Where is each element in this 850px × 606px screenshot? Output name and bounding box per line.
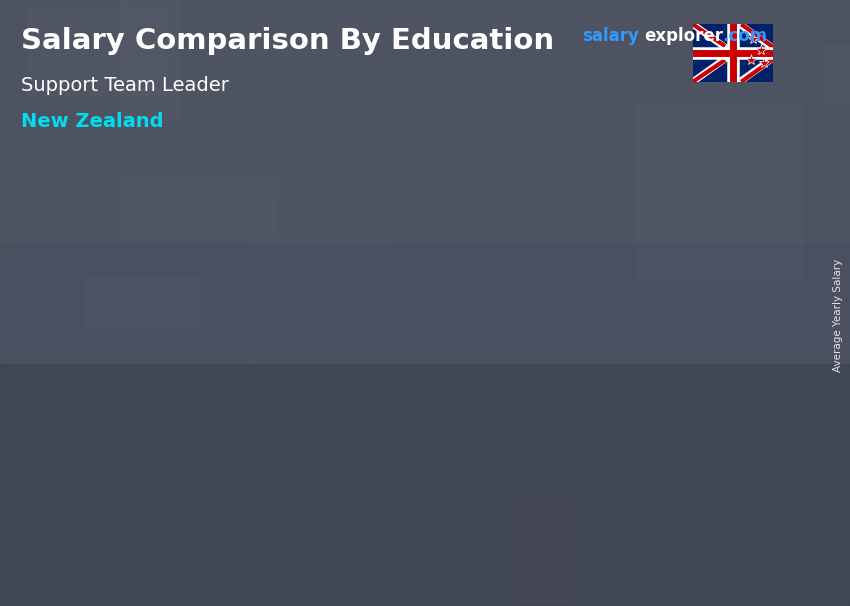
Bar: [824, 44, 850, 102]
Text: explorer: explorer: [644, 27, 723, 45]
Bar: [120, 0, 178, 120]
Bar: [754, 181, 822, 320]
Text: salary: salary: [582, 27, 639, 45]
Bar: [520, 492, 567, 602]
Text: Bachelor's
Degree: Bachelor's Degree: [396, 565, 472, 598]
Text: .com: .com: [722, 27, 768, 45]
Text: 131,000 NZD: 131,000 NZD: [620, 211, 731, 226]
Bar: [85, 276, 198, 328]
Polygon shape: [260, 414, 277, 539]
Text: Certificate or
Diploma: Certificate or Diploma: [175, 565, 271, 598]
Text: +57%: +57%: [281, 289, 376, 317]
Text: Master's
Degree: Master's Degree: [615, 565, 676, 598]
Bar: [249, 459, 334, 598]
Text: Support Team Leader: Support Team Leader: [21, 76, 230, 95]
Text: Salary Comparison By Education: Salary Comparison By Education: [21, 27, 554, 55]
Bar: [81, 250, 266, 381]
Bar: [26, 5, 165, 96]
Bar: [201, 313, 252, 451]
Text: New Zealand: New Zealand: [21, 112, 164, 131]
Bar: [92, 509, 269, 587]
Bar: [836, 190, 850, 323]
Bar: [220, 95, 329, 204]
Polygon shape: [383, 349, 488, 361]
Bar: [635, 102, 802, 279]
Bar: [807, 0, 850, 21]
Polygon shape: [683, 227, 700, 539]
Polygon shape: [383, 361, 471, 539]
Bar: [205, 35, 377, 192]
Bar: [248, 235, 388, 384]
Bar: [319, 0, 517, 30]
Polygon shape: [594, 238, 683, 539]
Polygon shape: [471, 349, 488, 539]
Text: 77,900 NZD: 77,900 NZD: [369, 335, 469, 350]
Text: Average Yearly Salary: Average Yearly Salary: [833, 259, 843, 371]
Bar: [0, 0, 850, 242]
Polygon shape: [172, 425, 260, 539]
Polygon shape: [594, 227, 700, 238]
Bar: [63, 228, 130, 389]
Bar: [784, 515, 850, 553]
Bar: [0, 364, 850, 606]
Polygon shape: [172, 414, 277, 425]
Bar: [118, 179, 275, 240]
Text: +68%: +68%: [492, 167, 586, 195]
Text: 49,700 NZD: 49,700 NZD: [112, 399, 212, 415]
